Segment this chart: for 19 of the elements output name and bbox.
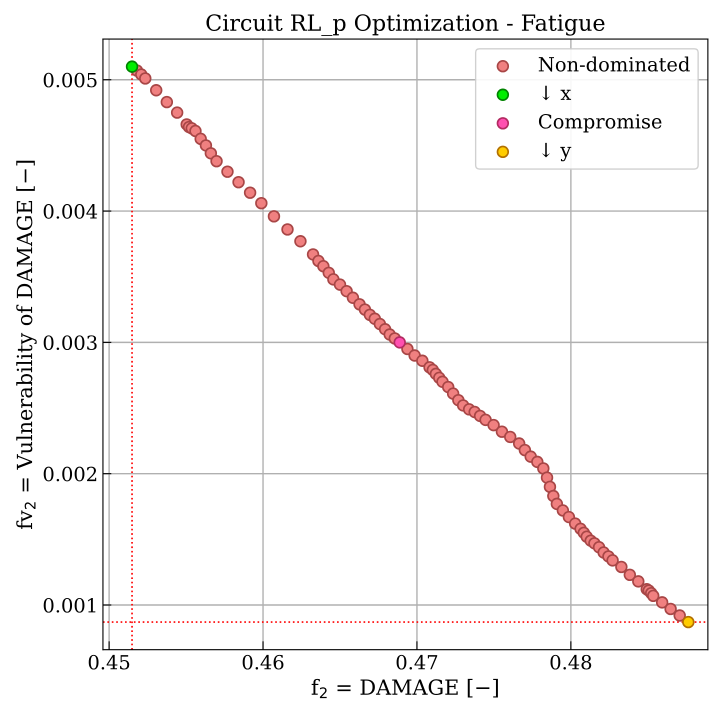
y-tick-label: 0.001 [44, 598, 96, 613]
y-axis-title: fv$_{2}$ = Vulnerability of DAMAGE [−] [16, 160, 37, 530]
point [682, 616, 695, 628]
point [394, 336, 406, 349]
legend-label: ↓ y [542, 142, 572, 162]
y-tick-label: 0.005 [44, 72, 97, 88]
legend-label: Compromise [538, 114, 662, 132]
x-tick-label: 0.47 [396, 654, 438, 670]
legend-label: ↓ x [542, 86, 572, 100]
chart-title: Circuit RL_p Optimization - Fatigue [206, 14, 604, 36]
x-axis-title: f$_{2}$ = DAMAGE [−] [312, 678, 498, 698]
point [126, 60, 138, 73]
x-tick-label: 0.46 [242, 654, 284, 670]
y-tick-label: 0.002 [44, 466, 96, 482]
y-tick-label: 0.004 [44, 204, 98, 219]
y-tick-label: 0.003 [44, 335, 97, 350]
legend-label: Non-dominated [538, 56, 690, 72]
x-tick-label: 0.45 [88, 654, 130, 670]
x-tick-label: 0.48 [550, 654, 592, 670]
